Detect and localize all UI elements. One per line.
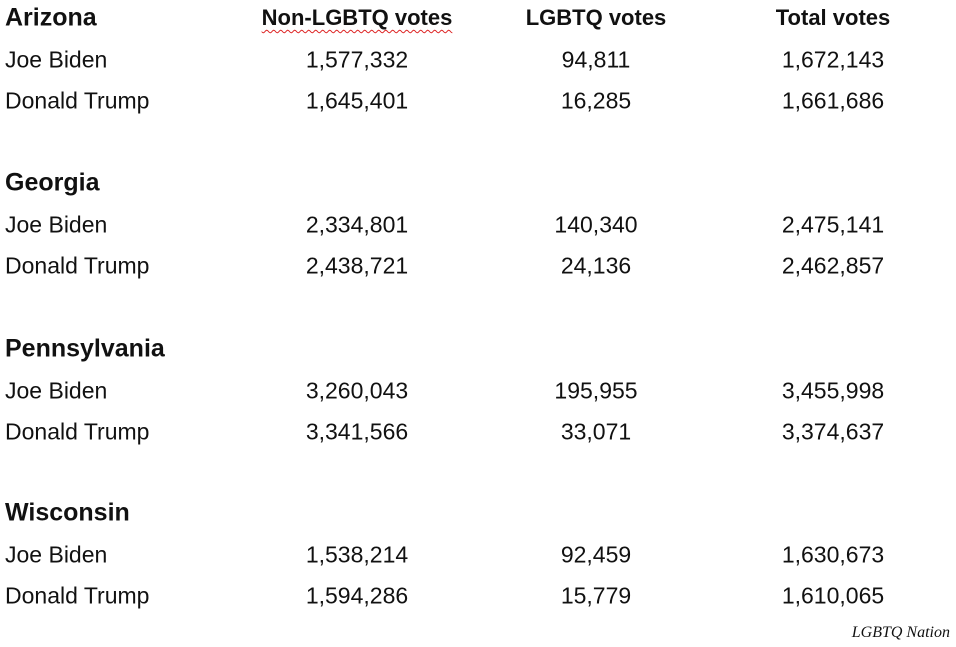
vote-count: 92,459 <box>560 541 632 567</box>
vote-count: 1,630,673 <box>781 541 885 567</box>
state-name: Pennsylvania <box>5 334 165 363</box>
vote-count: 2,438,721 <box>305 252 409 279</box>
candidate-name: Donald Trump <box>5 418 150 445</box>
candidate-name: Donald Trump <box>5 252 150 279</box>
state-name: Arizona <box>5 3 97 32</box>
vote-count: 3,260,043 <box>305 377 409 403</box>
vote-count: 3,455,998 <box>781 377 885 403</box>
column-header: Non-LGBTQ votes <box>261 5 453 30</box>
candidate-name: Donald Trump <box>5 87 150 114</box>
vote-count: 2,462,857 <box>781 252 885 279</box>
vote-count: 1,645,401 <box>305 87 409 114</box>
candidate-name: Joe Biden <box>5 541 108 567</box>
vote-count: 16,285 <box>560 87 632 114</box>
vote-count: 1,594,286 <box>305 582 409 609</box>
vote-count: 15,779 <box>560 582 632 609</box>
vote-count: 1,661,686 <box>781 87 885 114</box>
vote-count: 3,374,637 <box>781 418 885 445</box>
vote-count: 33,071 <box>560 418 632 445</box>
vote-count: 2,334,801 <box>305 211 409 237</box>
candidate-name: Donald Trump <box>5 582 150 609</box>
candidate-name: Joe Biden <box>5 211 108 237</box>
state-name: Georgia <box>5 168 100 197</box>
source-credit: LGBTQ Nation <box>851 624 950 641</box>
vote-count: 3,341,566 <box>305 418 409 445</box>
vote-count: 195,955 <box>554 377 638 403</box>
column-header: Total votes <box>775 5 891 30</box>
column-header: LGBTQ votes <box>525 5 667 30</box>
vote-count: 24,136 <box>560 252 632 279</box>
candidate-name: Joe Biden <box>5 46 108 72</box>
vote-count: 2,475,141 <box>781 211 885 237</box>
vote-count: 1,610,065 <box>781 582 885 609</box>
candidate-name: Joe Biden <box>5 377 108 403</box>
vote-count: 94,811 <box>561 46 631 72</box>
vote-count: 140,340 <box>554 211 638 237</box>
vote-count: 1,577,332 <box>305 46 409 72</box>
vote-count: 1,672,143 <box>781 46 885 72</box>
vote-count: 1,538,214 <box>305 541 409 567</box>
state-name: Wisconsin <box>5 498 130 527</box>
